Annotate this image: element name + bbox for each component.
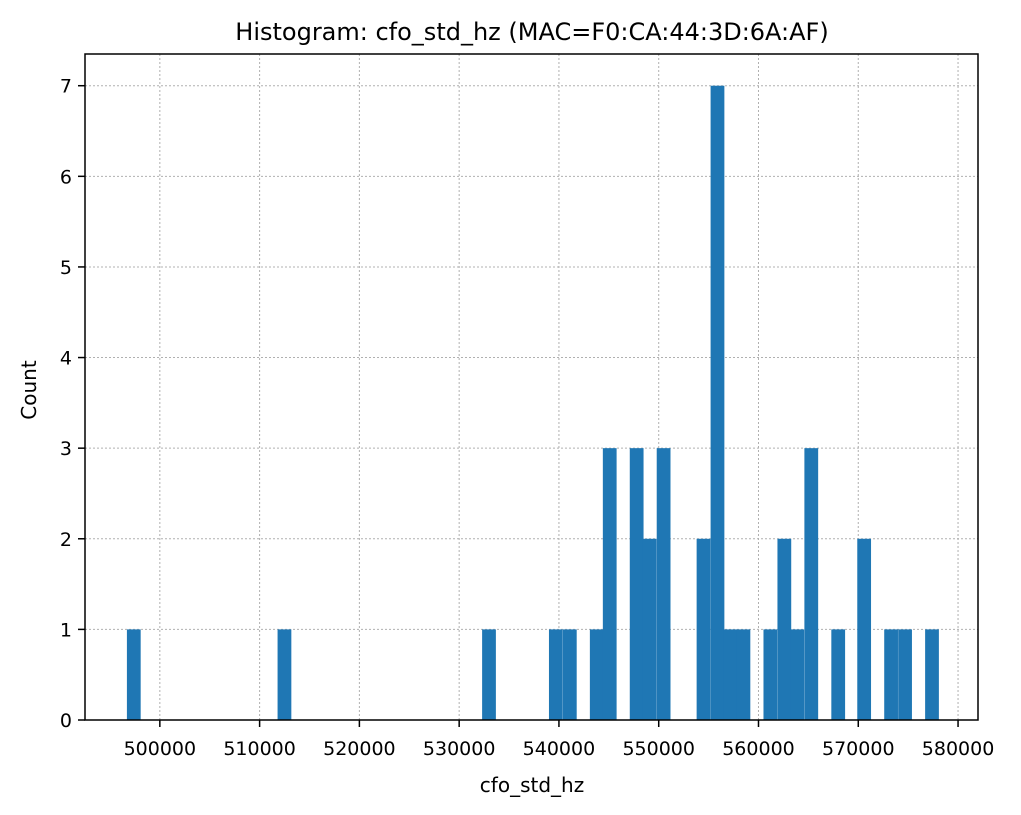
histogram-bar — [763, 629, 778, 720]
histogram-bar — [804, 448, 819, 720]
histogram-bar — [126, 629, 141, 720]
y-axis-ticks: 0 1 2 3 4 5 6 7 — [60, 76, 85, 732]
y-tick-label: 7 — [60, 76, 72, 98]
x-tick-label: 580000 — [922, 738, 995, 760]
x-axis-ticks: 500000 510000 520000 530000 540000 550000 5600… — [124, 720, 995, 760]
histogram-bar — [736, 629, 751, 720]
x-tick-label: 530000 — [423, 738, 496, 760]
y-tick-label: 1 — [60, 619, 72, 641]
histogram-bar — [723, 629, 738, 720]
y-tick-label: 0 — [60, 710, 72, 732]
plot-frame — [84, 53, 979, 721]
histogram-bar — [548, 629, 563, 720]
x-tick-label: 550000 — [622, 738, 695, 760]
y-tick-label: 4 — [60, 348, 72, 370]
histogram-bar — [562, 629, 577, 720]
x-tick-label: 500000 — [124, 738, 197, 760]
y-tick-label: 5 — [60, 257, 72, 279]
x-tick-label: 570000 — [822, 738, 895, 760]
histogram-bar — [629, 448, 644, 720]
histogram-bar — [884, 629, 898, 720]
histogram-bar — [696, 538, 711, 720]
histogram-bar — [790, 629, 805, 720]
histogram-bar — [589, 629, 604, 720]
x-tick-label: 520000 — [323, 738, 396, 760]
histogram-bar — [898, 629, 912, 720]
histogram-bar — [656, 448, 671, 720]
y-tick-label: 6 — [60, 166, 72, 188]
histogram-bar — [857, 538, 872, 720]
x-tick-label: 540000 — [523, 738, 596, 760]
y-tick-label: 2 — [60, 529, 72, 551]
histogram-bar — [482, 629, 496, 720]
y-tick-label: 3 — [60, 438, 72, 460]
grid-lines — [85, 54, 978, 721]
chart-title: Histogram: cfo_std_hz (MAC=F0:CA:44:3D:6… — [235, 18, 828, 46]
histogram-bar — [925, 629, 939, 720]
histogram-bar — [602, 448, 617, 720]
histogram-bar — [777, 538, 792, 720]
x-axis-label: cfo_std_hz — [480, 773, 584, 797]
histogram-bar — [277, 629, 292, 720]
x-tick-label: 560000 — [722, 738, 795, 760]
histogram-bar — [642, 538, 657, 720]
x-tick-label: 510000 — [223, 738, 296, 760]
histogram-bar — [710, 85, 725, 720]
histogram-bars — [126, 85, 939, 720]
y-axis-label: Count — [17, 360, 41, 420]
histogram-bar — [831, 629, 846, 720]
